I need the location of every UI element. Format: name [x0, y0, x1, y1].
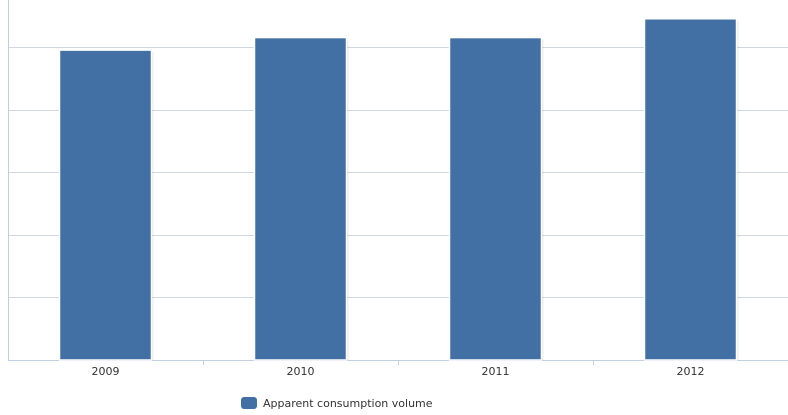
bar-2009[interactable] — [58, 49, 153, 361]
x-tick-label: 2011 — [482, 365, 510, 378]
bar-2012[interactable] — [643, 18, 738, 361]
legend[interactable]: Apparent consumption volume — [241, 395, 433, 411]
x-tick-label: 2010 — [287, 365, 315, 378]
legend-label: Apparent consumption volume — [263, 396, 433, 410]
bar-2011[interactable] — [448, 36, 543, 361]
bars — [58, 18, 739, 361]
bar-2010[interactable] — [253, 36, 348, 361]
x-axis-ticks: 2009 2010 2011 2012 — [92, 365, 705, 378]
x-tick-label: 2012 — [677, 365, 705, 378]
legend-swatch — [241, 397, 257, 409]
x-tick-label: 2009 — [92, 365, 120, 378]
